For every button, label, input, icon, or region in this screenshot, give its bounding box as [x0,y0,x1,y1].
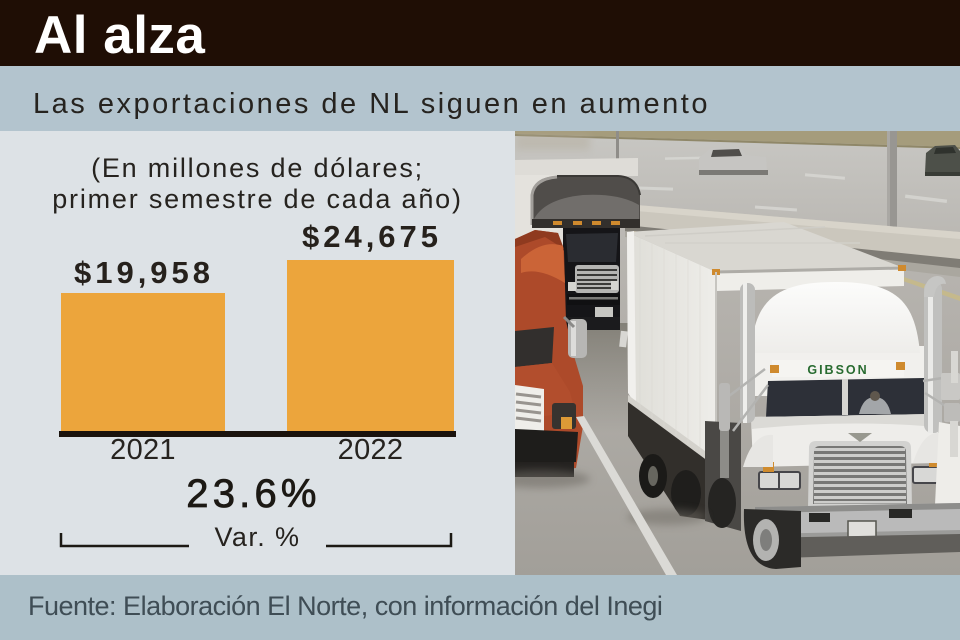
svg-text:GIBSON: GIBSON [807,363,868,377]
